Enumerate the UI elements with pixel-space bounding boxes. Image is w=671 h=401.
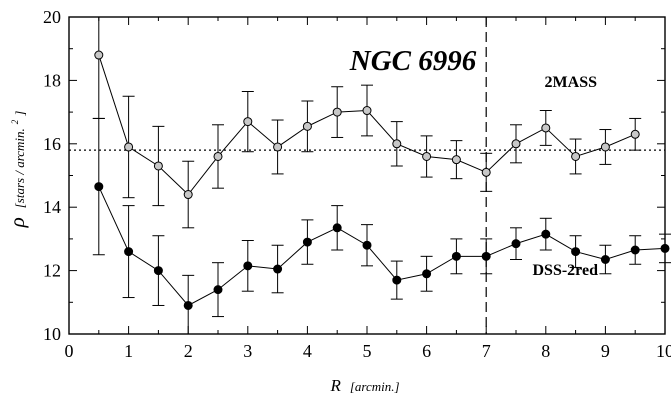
data-point-2mass — [94, 50, 104, 60]
y-axis-unit-end: ] — [12, 111, 27, 117]
data-point-dss-2red — [481, 251, 491, 261]
data-point-2mass — [600, 142, 610, 152]
y-axis-unit-sup: 2 — [10, 119, 20, 124]
x-tick-label: 1 — [124, 341, 133, 361]
data-point-dss-2red — [541, 229, 551, 239]
y-axis-title: ρ [stars / arcmin. 2 ] — [5, 111, 29, 229]
data-point-2mass — [243, 117, 253, 127]
data-point-dss-2red — [153, 266, 163, 276]
data-point-dss-2red — [362, 240, 372, 250]
x-axis-unit: [arcmin.] — [350, 379, 400, 394]
data-point-2mass — [571, 151, 581, 161]
chart-title: NGC 6996 — [349, 45, 477, 77]
data-point-2mass — [183, 190, 193, 200]
data-point-2mass — [153, 161, 163, 171]
series-label-2mass: 2MASS — [545, 74, 598, 91]
data-point-dss-2red — [213, 285, 223, 295]
data-point-dss-2red — [243, 261, 253, 271]
x-axis-title: R [arcmin.] — [329, 376, 399, 395]
data-point-2mass — [273, 142, 283, 152]
x-tick-label: 7 — [482, 341, 491, 361]
data-point-dss-2red — [660, 243, 670, 253]
data-point-dss-2red — [124, 247, 134, 257]
data-point-2mass — [630, 129, 640, 139]
data-point-2mass — [541, 123, 551, 133]
x-tick-label: 5 — [363, 341, 372, 361]
data-point-dss-2red — [273, 264, 283, 274]
y-tick-label: 12 — [43, 261, 61, 281]
x-tick-label: 9 — [601, 341, 610, 361]
data-point-dss-2red — [302, 237, 312, 247]
data-point-2mass — [302, 121, 312, 131]
data-point-dss-2red — [183, 300, 193, 310]
data-point-dss-2red — [94, 182, 104, 192]
series-line-dss-2red — [98, 186, 666, 307]
data-point-dss-2red — [332, 223, 342, 233]
data-point-dss-2red — [600, 255, 610, 265]
data-point-2mass — [213, 151, 223, 161]
x-axis-symbol: R — [329, 376, 341, 395]
data-point-dss-2red — [392, 275, 402, 285]
data-point-2mass — [451, 155, 461, 165]
data-point-2mass — [392, 139, 402, 149]
data-point-2mass — [124, 142, 134, 152]
y-tick-label: 16 — [43, 134, 61, 154]
y-axis-symbol: ρ — [5, 217, 29, 228]
x-tick-label: 2 — [184, 341, 193, 361]
y-axis-unit: [stars / arcmin. — [12, 128, 27, 208]
data-point-dss-2red — [511, 239, 521, 249]
data-point-dss-2red — [571, 247, 581, 257]
x-tick-label: 6 — [422, 341, 431, 361]
series-label-dss-2red: DSS-2red — [533, 262, 599, 279]
data-point-dss-2red — [422, 269, 432, 279]
y-tick-label: 10 — [43, 324, 61, 344]
x-tick-label: 10 — [656, 341, 671, 361]
x-tick-label: 0 — [65, 341, 74, 361]
data-point-dss-2red — [451, 251, 461, 261]
data-point-2mass — [481, 167, 491, 177]
y-tick-label: 14 — [43, 197, 61, 217]
data-point-dss-2red — [630, 245, 640, 255]
data-point-2mass — [511, 139, 521, 149]
y-tick-label: 20 — [43, 7, 61, 27]
data-point-2mass — [332, 107, 342, 117]
x-tick-label: 4 — [303, 341, 312, 361]
x-tick-label: 8 — [541, 341, 550, 361]
data-point-2mass — [362, 106, 372, 116]
data-point-2mass — [422, 151, 432, 161]
y-tick-label: 18 — [43, 70, 61, 90]
x-tick-label: 3 — [243, 341, 252, 361]
